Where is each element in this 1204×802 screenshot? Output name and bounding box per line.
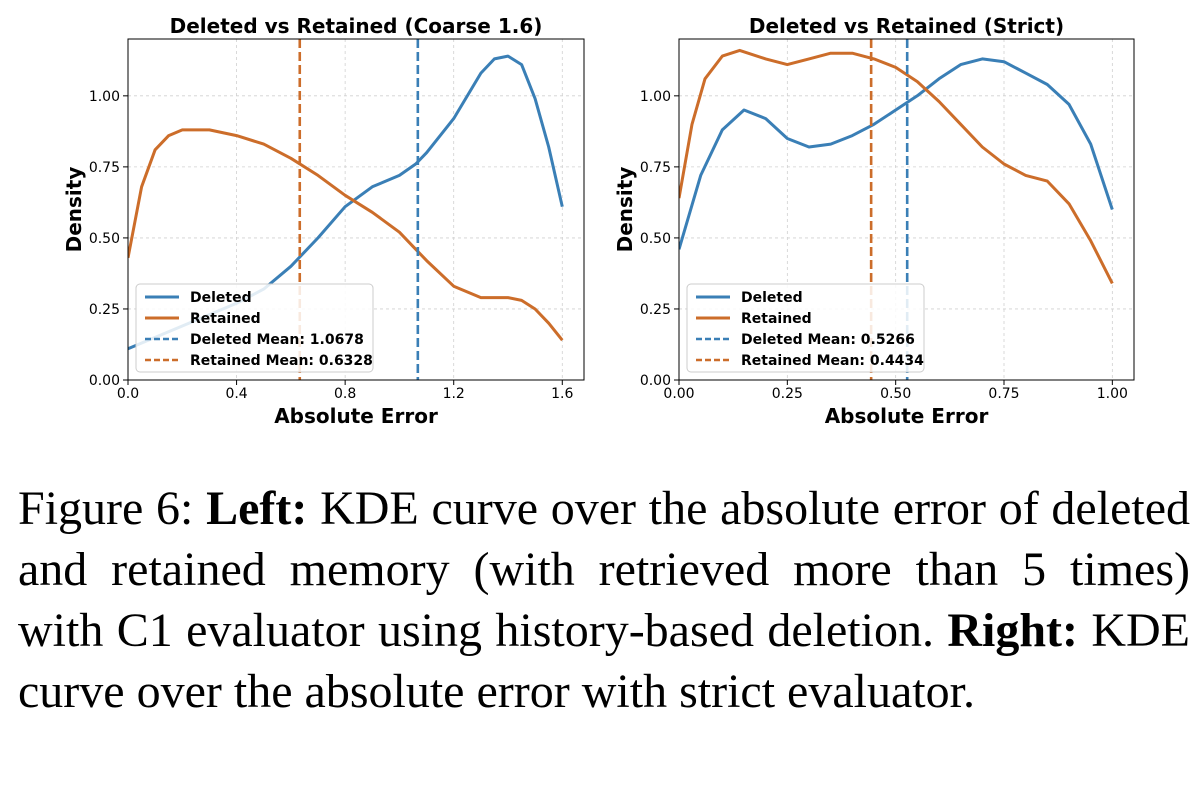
legend-label: Deleted (190, 290, 252, 306)
caption-left-label: Left: (206, 482, 308, 535)
y-tick-label: 0.75 (89, 160, 120, 176)
x-axis-label: Absolute Error (825, 404, 989, 428)
y-tick-label: 1.00 (89, 89, 120, 105)
caption-figure-label: Figure 6: (18, 482, 194, 535)
series-retained-line (679, 48, 1114, 285)
series-retained-line (128, 128, 564, 342)
legend-label: Retained Mean: 0.6328 (190, 353, 373, 369)
x-tick-label: 0.4 (225, 386, 247, 402)
chart-title: Deleted vs Retained (Strict) (749, 14, 1064, 38)
x-axis-label: Absolute Error (274, 404, 438, 428)
legend-box (135, 283, 374, 373)
x-tick-label: 0.50 (880, 386, 911, 402)
legend-box (686, 283, 925, 373)
figure-charts: 0.0 0.4 0.8 1.2 1.6 0.00 0.25 0.50 0.75 1.00 Delet… (62, 14, 1135, 428)
y-tick-label: 1.00 (640, 89, 671, 105)
legend-label: Retained (190, 311, 261, 327)
x-tick-label: 0.75 (988, 386, 1019, 402)
legend-label: Retained (741, 311, 812, 327)
x-tick-label: 0.8 (334, 386, 356, 402)
legend-label: Retained Mean: 0.4434 (741, 353, 924, 369)
caption-left-text: KDE curve over the absolute error of del… (18, 482, 1191, 657)
caption-right-text: KDE curve over the absolute error with s… (18, 604, 1190, 718)
figure-caption: Figure 6: Left: KDE curve over the absol… (18, 478, 1190, 722)
right-chart: 0.00 0.25 0.50 0.75 1.00 0.00 0.25 0.50 0.75 1.00… (613, 14, 1135, 428)
caption-right-label: Right: (947, 604, 1078, 657)
x-tick-label: 1.2 (443, 386, 465, 402)
y-axis-label: Density (613, 167, 637, 253)
y-tick-label: 0.50 (89, 231, 120, 247)
left-chart: 0.0 0.4 0.8 1.2 1.6 0.00 0.25 0.50 0.75 1.00 Delet… (62, 14, 585, 428)
legend-label: Deleted (741, 290, 803, 306)
series-deleted-line (679, 57, 1114, 250)
plot-frame (127, 38, 585, 381)
x-tick-label: 0.00 (663, 386, 694, 402)
x-tick-label: 0.0 (117, 386, 139, 402)
y-tick-label: 0.25 (89, 302, 120, 318)
x-tick-label: 0.25 (772, 386, 803, 402)
y-tick-label: 0.00 (89, 373, 120, 389)
y-tick-label: 0.25 (640, 302, 671, 318)
chart-title: Deleted vs Retained (Coarse 1.6) (170, 14, 543, 38)
y-axis-label: Density (62, 167, 86, 253)
y-tick-label: 0.50 (640, 231, 671, 247)
legend: Deleted Retained Deleted Mean: 0.5266 Retai… (686, 283, 925, 373)
legend: Deleted Retained Deleted Mean: 1.0678 Retai… (135, 283, 374, 373)
x-tick-label: 1.00 (1097, 386, 1128, 402)
x-tick-label: 1.6 (551, 386, 573, 402)
plot-frame (678, 38, 1135, 381)
y-tick-label: 0.75 (640, 160, 671, 176)
legend-label: Deleted Mean: 0.5266 (741, 332, 915, 348)
legend-label: Deleted Mean: 1.0678 (190, 332, 364, 348)
y-tick-label: 0.00 (640, 373, 671, 389)
